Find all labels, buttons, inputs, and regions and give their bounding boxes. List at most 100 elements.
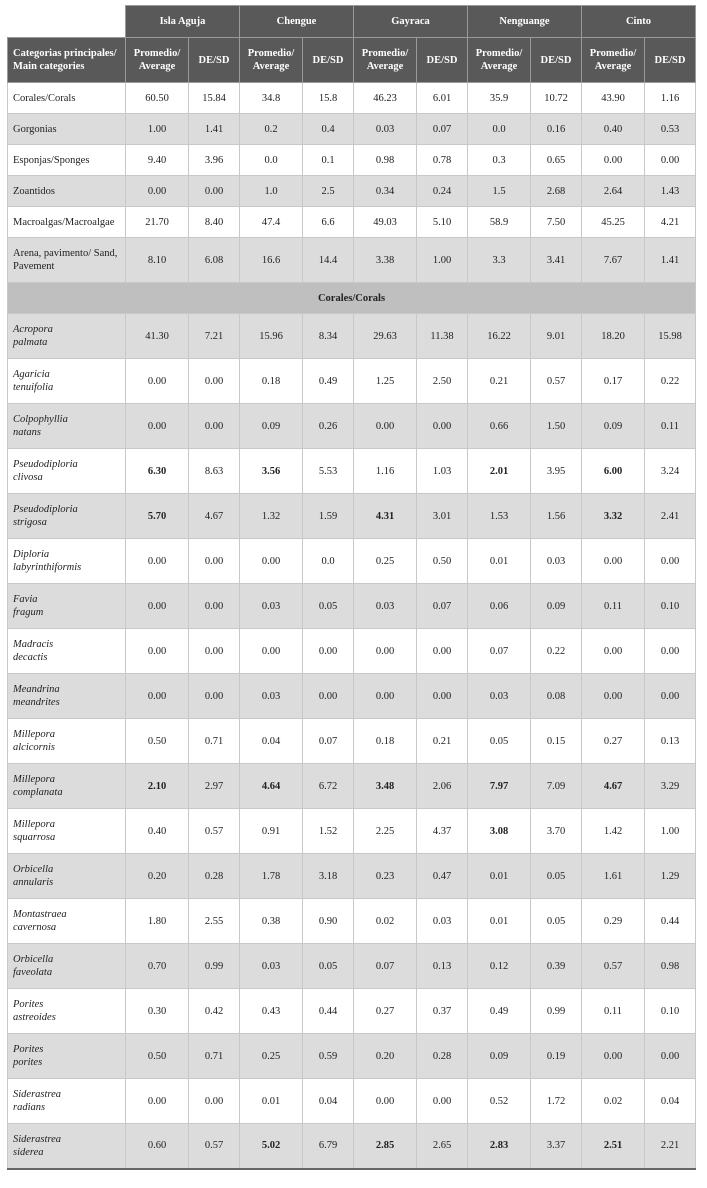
value-cell: 47.4 — [239, 206, 303, 238]
value-cell: 0.57 — [530, 358, 582, 404]
species-name: Siderastrea radians — [7, 1078, 126, 1124]
species-row: Orbicella annularis 0.20 0.28 1.78 3.18 0.23 0… — [7, 853, 696, 899]
value-cell: 3.24 — [644, 448, 696, 494]
value-cell: 0.11 — [581, 583, 645, 629]
value-cell: 2.50 — [416, 358, 468, 404]
value-cell: 2.10 — [125, 763, 189, 809]
value-cell: 0.00 — [188, 538, 240, 584]
species-row: Siderastrea siderea 0.60 0.57 5.02 6.79 2.85 2… — [7, 1123, 696, 1169]
value-cell: 3.48 — [353, 763, 417, 809]
value-cell: 7.97 — [467, 763, 531, 809]
category-name: Esponjas/Sponges — [7, 144, 126, 176]
main-row: Gorgonias 1.00 1.41 0.2 0.4 0.03 0.07 0.0 0.16 0.… — [7, 113, 696, 145]
value-cell: 0.98 — [353, 144, 417, 176]
site-header: Nenguange — [467, 5, 582, 38]
value-cell: 0.03 — [530, 538, 582, 584]
value-cell: 1.78 — [239, 853, 303, 899]
value-cell: 0.05 — [302, 943, 354, 989]
value-cell: 0.98 — [644, 943, 696, 989]
value-cell: 0.53 — [644, 113, 696, 145]
value-cell: 0.13 — [644, 718, 696, 764]
value-cell: 0.09 — [239, 403, 303, 449]
value-cell: 1.03 — [416, 448, 468, 494]
value-cell: 0.00 — [302, 628, 354, 674]
value-cell: 3.56 — [239, 448, 303, 494]
value-cell: 0.00 — [581, 1033, 645, 1079]
value-cell: 1.41 — [644, 237, 696, 283]
value-cell: 2.25 — [353, 808, 417, 854]
value-cell: 0.19 — [530, 1033, 582, 1079]
value-cell: 0.00 — [188, 673, 240, 719]
value-cell: 2.68 — [530, 175, 582, 207]
value-cell: 0.4 — [302, 113, 354, 145]
value-cell: 0.08 — [530, 673, 582, 719]
value-cell: 21.70 — [125, 206, 189, 238]
species-name: Madracis decactis — [7, 628, 126, 674]
species-row: Millepora squarrosa 0.40 0.57 0.91 1.52 2.25 4… — [7, 808, 696, 854]
value-cell: 0.28 — [188, 853, 240, 899]
value-cell: 0.34 — [353, 175, 417, 207]
value-cell: 1.61 — [581, 853, 645, 899]
species-name: Pseudodiploria clivosa — [7, 448, 126, 494]
species-name: Montastraea cavernosa — [7, 898, 126, 944]
value-cell: 4.64 — [239, 763, 303, 809]
value-cell: 0.28 — [416, 1033, 468, 1079]
main-row: Macroalgas/Macroalgae 21.70 8.40 47.4 6.6 49.… — [7, 206, 696, 238]
value-cell: 0.3 — [467, 144, 531, 176]
value-cell: 3.32 — [581, 493, 645, 539]
section-row: Corales/Corals — [7, 282, 696, 314]
value-cell: 1.16 — [353, 448, 417, 494]
species-name: Siderastrea siderea — [7, 1123, 126, 1169]
value-cell: 18.20 — [581, 313, 645, 359]
value-cell: 0.00 — [581, 144, 645, 176]
value-cell: 0.07 — [416, 583, 468, 629]
species-name: Meandrina meandrites — [7, 673, 126, 719]
value-cell: 2.65 — [416, 1123, 468, 1169]
value-cell: 1.32 — [239, 493, 303, 539]
value-cell: 0.00 — [644, 144, 696, 176]
value-cell: 0.01 — [467, 538, 531, 584]
value-cell: 0.30 — [125, 988, 189, 1034]
value-cell: 0.00 — [353, 673, 417, 719]
value-cell: 1.00 — [416, 237, 468, 283]
value-cell: 3.96 — [188, 144, 240, 176]
value-cell: 1.29 — [644, 853, 696, 899]
value-cell: 0.03 — [353, 113, 417, 145]
value-cell: 2.85 — [353, 1123, 417, 1169]
value-cell: 6.08 — [188, 237, 240, 283]
value-cell: 6.01 — [416, 82, 468, 114]
value-cell: 1.41 — [188, 113, 240, 145]
species-row: Montastraea cavernosa 1.80 2.55 0.38 0.90 0.0… — [7, 898, 696, 944]
value-cell: 0.00 — [239, 538, 303, 584]
value-cell: 3.08 — [467, 808, 531, 854]
main-row: Arena, pavimento/ Sand, Pavement 8.10 6.08… — [7, 237, 696, 283]
value-cell: 0.00 — [125, 673, 189, 719]
value-cell: 2.83 — [467, 1123, 531, 1169]
value-cell: 0.00 — [416, 1078, 468, 1124]
sd-header: DE/SD — [302, 37, 354, 83]
value-cell: 0.05 — [530, 853, 582, 899]
species-name: Porites astreoides — [7, 988, 126, 1034]
data-table: Isla Aguja Chengue Gayraca Nenguange Cinto Ca… — [7, 5, 696, 1170]
value-cell: 0.90 — [302, 898, 354, 944]
value-cell: 2.55 — [188, 898, 240, 944]
value-cell: 6.72 — [302, 763, 354, 809]
value-cell: 0.00 — [302, 673, 354, 719]
species-row: Pseudodiploria strigosa 5.70 4.67 1.32 1.59 4… — [7, 493, 696, 539]
value-cell: 0.09 — [530, 583, 582, 629]
species-row: Agaricia tenuifolia 0.00 0.00 0.18 0.49 1.25 2… — [7, 358, 696, 404]
value-cell: 46.23 — [353, 82, 417, 114]
category-name: Corales/Corals — [7, 82, 126, 114]
value-cell: 0.07 — [467, 628, 531, 674]
value-cell: 0.78 — [416, 144, 468, 176]
value-cell: 0.27 — [581, 718, 645, 764]
value-cell: 0.1 — [302, 144, 354, 176]
value-cell: 0.57 — [188, 1123, 240, 1169]
value-cell: 1.00 — [644, 808, 696, 854]
species-row: Millepora complanata 2.10 2.97 4.64 6.72 3.48… — [7, 763, 696, 809]
value-cell: 29.63 — [353, 313, 417, 359]
value-cell: 0.2 — [239, 113, 303, 145]
species-name: Orbicella annularis — [7, 853, 126, 899]
value-cell: 15.8 — [302, 82, 354, 114]
